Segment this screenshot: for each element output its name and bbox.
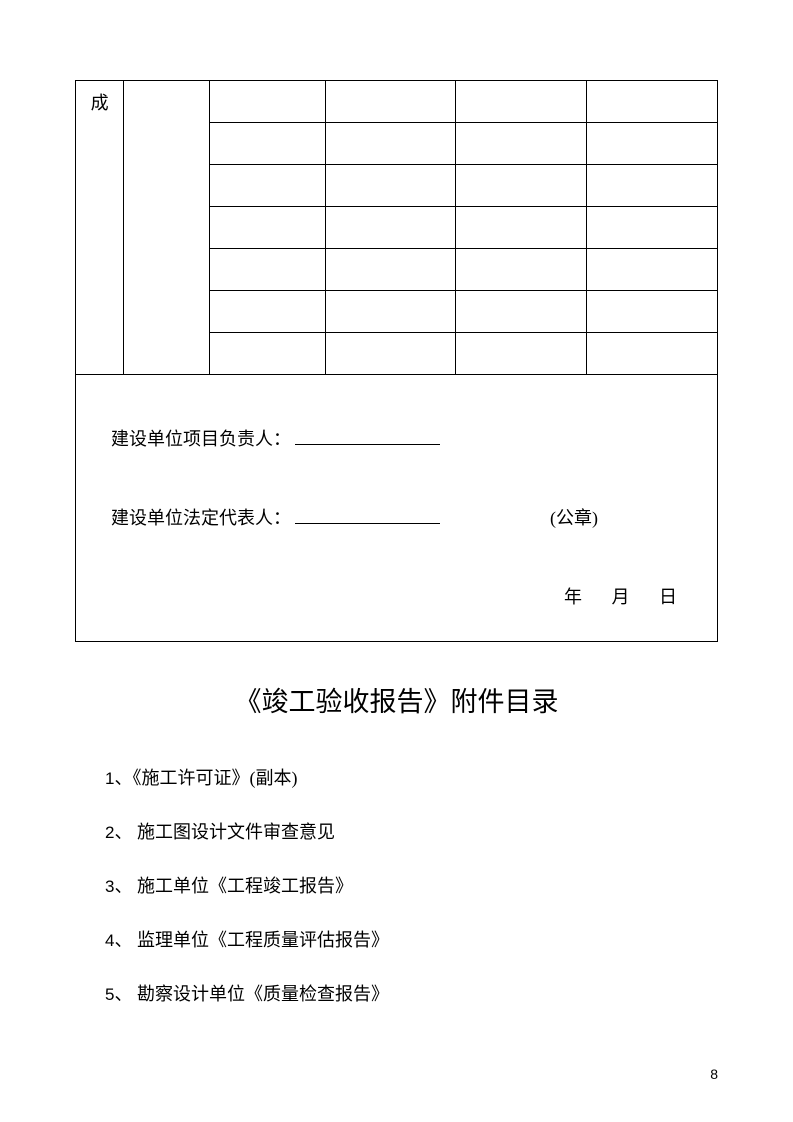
list-sep: 、 [114,984,137,1004]
list-sep: 、 [114,930,137,950]
table-cell [587,123,718,165]
list-text: 《施工许可证》(副本) [132,768,297,788]
signature-section: 建设单位项目负责人： 建设单位法定代表人： (公章) 年 月 日 [75,375,718,642]
list-item: 4、 监理单位《工程质量评估报告》 [105,926,718,952]
table-cell [587,249,718,291]
date-row: 年 月 日 [111,583,682,612]
table-cell [456,123,587,165]
project-manager-row: 建设单位项目负责人： [111,425,682,454]
table-cell [587,207,718,249]
table-cell [587,165,718,207]
date-day: 日 [659,587,677,607]
legal-rep-field [295,523,440,524]
project-manager-field [295,444,440,445]
table-cell [587,333,718,375]
form-table: 成 [75,80,718,375]
table-cell [209,123,325,165]
list-item: 3、 施工单位《工程竣工报告》 [105,872,718,898]
date-month: 月 [612,587,630,607]
list-sep: 、 [114,876,137,896]
table-cell [587,291,718,333]
attachment-title: 《竣工验收报告》附件目录 [75,680,718,719]
list-text: 勘察设计单位《质量检查报告》 [137,984,389,1004]
table-cell [209,207,325,249]
attachment-list: 1、《施工许可证》(副本) 2、 施工图设计文件审查意见 3、 施工单位《工程竣… [75,764,718,1006]
table-cell [325,249,456,291]
legal-rep-label: 建设单位法定代表人： [111,504,291,533]
list-text: 监理单位《工程质量评估报告》 [137,930,389,950]
seal-label: (公章) [550,504,598,533]
table-cell [325,165,456,207]
table-header-cell: 成 [76,81,124,375]
list-item: 2、 施工图设计文件审查意见 [105,818,718,844]
table-cell [456,165,587,207]
table-cell [209,165,325,207]
table-cell [456,207,587,249]
project-manager-label: 建设单位项目负责人： [111,425,291,454]
page-number: 8 [710,1066,718,1082]
table-cell [325,123,456,165]
table-cell [325,333,456,375]
table-cell [209,333,325,375]
table-cell [325,291,456,333]
page-container: 成 [0,0,793,1074]
table-cell [587,81,718,123]
table-cell [209,81,325,123]
list-text: 施工图设计文件审查意见 [137,822,335,842]
table-cell [456,81,587,123]
table-cell [209,291,325,333]
table-cell [325,81,456,123]
list-item: 5、 勘察设计单位《质量检查报告》 [105,980,718,1006]
table-cell [325,207,456,249]
list-sep: 、 [114,768,132,788]
table-cell [456,333,587,375]
legal-rep-row: 建设单位法定代表人： (公章) [111,504,682,533]
list-item: 1、《施工许可证》(副本) [105,764,718,790]
date-year: 年 [564,587,582,607]
list-text: 施工单位《工程竣工报告》 [137,876,353,896]
table-cell [124,81,210,375]
list-sep: 、 [114,822,137,842]
table-cell [456,249,587,291]
table-cell [456,291,587,333]
table-cell [209,249,325,291]
